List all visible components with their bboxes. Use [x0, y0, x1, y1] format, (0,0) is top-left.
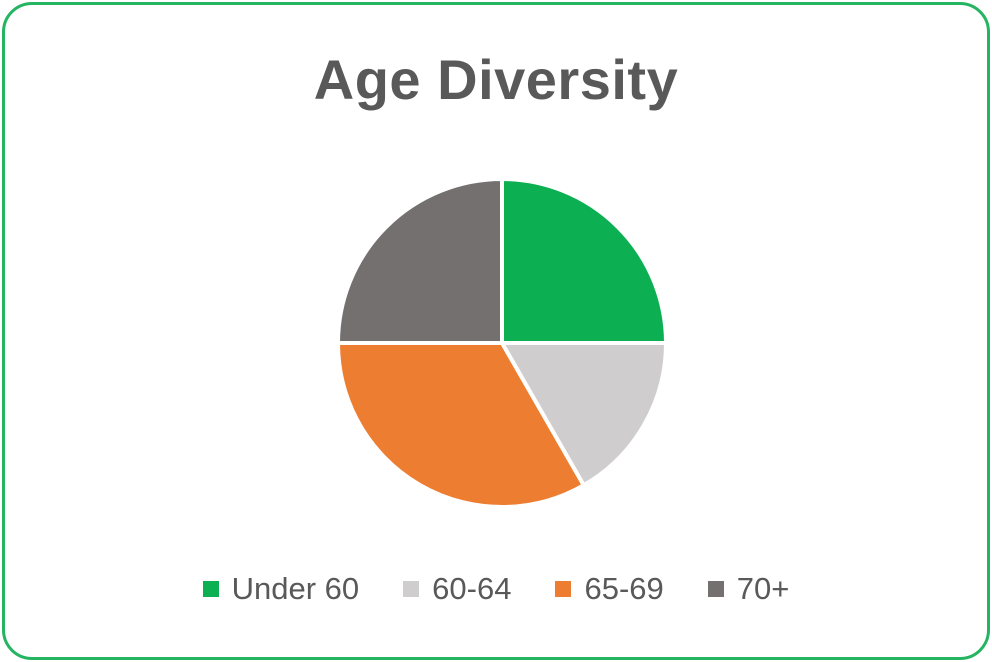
legend-swatch-icon	[403, 581, 420, 597]
legend-label: Under 60	[231, 571, 360, 606]
legend-item-70-plus: 70+	[707, 571, 790, 607]
pie-slice-65-69	[335, 341, 587, 509]
chart-title: Age Diversity	[313, 48, 679, 111]
pie-chart	[335, 176, 669, 509]
pie-slice-under-60	[500, 176, 669, 345]
legend-swatch-icon	[707, 581, 724, 597]
pie-slice-70-	[335, 176, 504, 345]
legend-item-under-60: Under 60	[202, 571, 360, 607]
legend-item-60-64: 60-64	[403, 571, 511, 607]
pie-slice-60-64	[498, 341, 669, 488]
legend-swatch-icon	[202, 581, 219, 597]
legend-label: 65-69	[584, 571, 664, 606]
legend-item-65-69: 65-69	[555, 571, 664, 607]
legend-label: 60-64	[432, 571, 512, 606]
legend-label: 70+	[736, 571, 790, 606]
legend: Under 60 60-64 65-69 70+	[5, 571, 987, 607]
legend-swatch-icon	[555, 581, 572, 597]
